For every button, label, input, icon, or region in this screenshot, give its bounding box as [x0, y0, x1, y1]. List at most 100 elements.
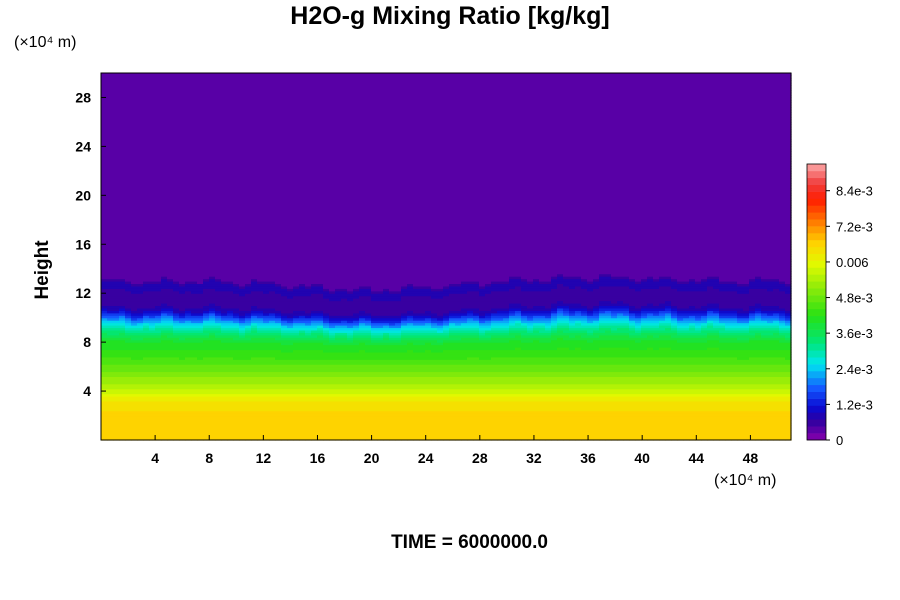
heatmap-cell — [167, 317, 174, 321]
heatmap-cell — [191, 192, 198, 196]
heatmap-cell — [161, 437, 168, 441]
heatmap-cell — [155, 430, 162, 434]
heatmap-cell — [173, 80, 180, 84]
heatmap-cell — [167, 168, 174, 172]
heatmap-cell — [155, 185, 162, 189]
heatmap-cell — [113, 325, 120, 329]
heatmap-cell — [173, 249, 180, 253]
heatmap-cell — [107, 366, 114, 370]
heatmap-cell — [185, 298, 192, 302]
heatmap-cell — [107, 293, 114, 297]
x-axis-unit: (×10⁴ m) — [714, 472, 777, 489]
heatmap-cell — [167, 417, 174, 422]
heatmap-cell — [191, 293, 198, 297]
heatmap-cell — [167, 425, 174, 429]
heatmap-cell — [107, 413, 114, 417]
heatmap-cell — [113, 273, 120, 277]
heatmap-cell — [197, 295, 204, 299]
heatmap-cell — [113, 271, 120, 275]
heatmap-cell — [143, 393, 150, 397]
heatmap-cell — [191, 430, 198, 434]
heatmap-cell — [143, 302, 150, 307]
heatmap-cell — [191, 337, 198, 341]
heatmap-cell — [167, 107, 174, 111]
heatmap-cell — [155, 175, 162, 179]
heatmap-cell — [161, 366, 168, 370]
heatmap-cell — [131, 298, 138, 302]
heatmap-cell — [155, 107, 162, 111]
heatmap-cell — [173, 180, 180, 184]
heatmap-cell — [173, 112, 180, 116]
heatmap-cell — [149, 119, 156, 123]
heatmap-cell — [197, 349, 204, 353]
heatmap-cell — [137, 232, 144, 236]
heatmap-cell — [131, 129, 138, 133]
heatmap-cell — [125, 356, 132, 360]
heatmap-cell — [107, 82, 114, 86]
heatmap-cell — [149, 251, 156, 255]
heatmap-cell — [173, 134, 180, 138]
heatmap-cell — [155, 119, 162, 123]
heatmap-cell — [161, 234, 168, 238]
heatmap-cell — [101, 107, 108, 111]
heatmap-cell — [107, 354, 114, 358]
heatmap-cell — [125, 136, 132, 140]
heatmap-cell — [173, 334, 180, 338]
heatmap-cell — [191, 388, 198, 392]
heatmap-cell — [173, 383, 180, 387]
heatmap-cell — [107, 361, 114, 365]
heatmap-cell — [197, 317, 204, 321]
heatmap-cell — [149, 139, 156, 143]
heatmap-cell — [119, 391, 126, 395]
heatmap-cell — [167, 170, 174, 174]
heatmap-cell — [101, 85, 108, 89]
heatmap-cell — [179, 285, 186, 289]
heatmap-cell — [125, 344, 132, 348]
heatmap-cell — [167, 99, 174, 103]
heatmap-cell — [119, 104, 126, 108]
heatmap-cell — [101, 87, 108, 91]
heatmap-cell — [179, 205, 186, 209]
heatmap-cell — [185, 361, 192, 365]
heatmap-cell — [185, 327, 192, 331]
heatmap-cell — [143, 332, 150, 336]
heatmap-cell — [197, 266, 204, 270]
heatmap-cell — [191, 261, 198, 265]
heatmap-cell — [191, 271, 198, 275]
heatmap-cell — [179, 200, 186, 204]
heatmap-cell — [113, 117, 120, 121]
heatmap-cell — [185, 156, 192, 160]
heatmap-cell — [143, 334, 150, 338]
heatmap-cell — [173, 92, 180, 96]
heatmap-cell — [107, 73, 114, 77]
heatmap-cell — [131, 371, 138, 375]
heatmap-cell — [161, 290, 168, 294]
heatmap-cell — [119, 217, 126, 221]
heatmap-cell — [143, 87, 150, 91]
heatmap-cell — [161, 141, 168, 145]
heatmap-cell — [155, 425, 162, 429]
heatmap-cell — [197, 271, 204, 275]
heatmap-cell — [149, 435, 156, 439]
heatmap-cell — [131, 227, 138, 231]
heatmap-cell — [131, 268, 138, 272]
heatmap-cell — [161, 354, 168, 358]
heatmap-cell — [125, 232, 132, 236]
heatmap-cell — [179, 325, 186, 329]
heatmap-cell — [131, 210, 138, 214]
heatmap-cell — [185, 249, 192, 253]
heatmap-cell — [161, 364, 168, 368]
heatmap-cell — [185, 364, 192, 368]
heatmap-cell — [107, 261, 114, 265]
heatmap-cell — [143, 143, 150, 147]
heatmap-cell — [119, 173, 126, 177]
heatmap-cell — [149, 322, 156, 326]
heatmap-cell — [149, 395, 156, 400]
heatmap-cell — [137, 119, 144, 123]
heatmap-cell — [167, 408, 174, 412]
heatmap-cell — [185, 351, 192, 355]
heatmap-cell — [149, 276, 156, 280]
heatmap-cell — [149, 222, 156, 226]
heatmap-cell — [113, 161, 120, 165]
heatmap-cell — [143, 148, 150, 152]
